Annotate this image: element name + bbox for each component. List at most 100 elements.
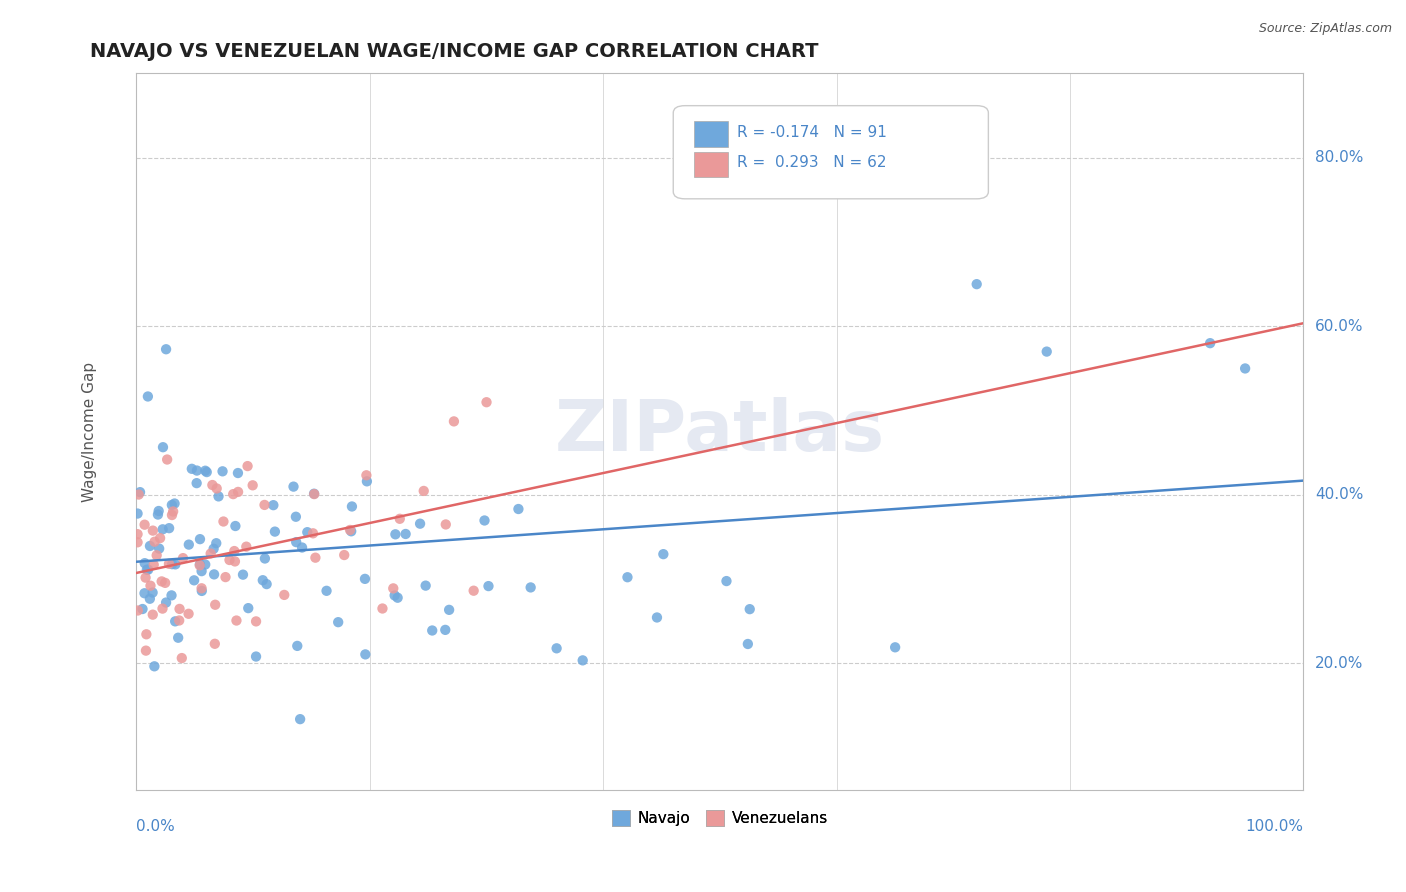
Point: [134, 517, 156, 532]
Point: [356, 475, 378, 489]
Point: [188, 558, 211, 573]
Point: [443, 414, 465, 428]
Point: [238, 601, 260, 615]
Point: [157, 557, 180, 571]
Point: [297, 525, 319, 540]
Point: [207, 490, 229, 504]
Point: [167, 614, 190, 628]
Point: [183, 574, 205, 588]
Point: [546, 641, 568, 656]
Point: [170, 651, 193, 665]
Point: [127, 535, 149, 549]
Point: [571, 653, 593, 667]
Point: [162, 504, 184, 518]
Point: [474, 514, 496, 528]
Point: [169, 602, 191, 616]
Point: [737, 637, 759, 651]
Point: [340, 500, 363, 514]
Point: [129, 485, 152, 500]
Point: [136, 563, 159, 577]
Point: [191, 583, 214, 598]
Text: R =  0.293   N = 62: R = 0.293 N = 62: [737, 155, 887, 170]
Point: [224, 544, 246, 558]
Point: [415, 579, 437, 593]
Text: Wage/Income Gap: Wage/Income Gap: [82, 361, 97, 501]
Text: 80.0%: 80.0%: [1315, 150, 1364, 165]
Point: [212, 515, 235, 529]
Point: [253, 551, 276, 566]
Point: [463, 583, 485, 598]
Point: [153, 575, 176, 590]
Point: [302, 526, 325, 541]
FancyBboxPatch shape: [673, 105, 988, 199]
Point: [200, 547, 222, 561]
Point: [142, 607, 165, 622]
Point: [190, 582, 212, 596]
Point: [148, 504, 170, 518]
Point: [262, 498, 284, 512]
Point: [284, 509, 307, 524]
Point: [302, 486, 325, 500]
Point: [387, 591, 409, 605]
Point: [304, 550, 326, 565]
Text: 100.0%: 100.0%: [1246, 819, 1303, 834]
Point: [738, 602, 761, 616]
Point: [155, 595, 177, 609]
Point: [333, 548, 356, 562]
Point: [160, 557, 183, 571]
Point: [235, 540, 257, 554]
Point: [652, 547, 675, 561]
Point: [382, 582, 405, 596]
Point: [160, 588, 183, 602]
Point: [201, 478, 224, 492]
Point: [152, 440, 174, 454]
Point: [188, 558, 211, 572]
Point: [1199, 336, 1222, 351]
Point: [152, 601, 174, 615]
Point: [214, 570, 236, 584]
Point: [204, 637, 226, 651]
Point: [127, 527, 149, 541]
Text: R = -0.174   N = 91: R = -0.174 N = 91: [737, 126, 887, 140]
Point: [135, 627, 157, 641]
Point: [142, 558, 165, 572]
Point: [186, 464, 208, 478]
Point: [236, 459, 259, 474]
Point: [148, 541, 170, 556]
Point: [616, 570, 638, 584]
Point: [135, 563, 157, 577]
Point: [142, 524, 165, 538]
Point: [134, 586, 156, 600]
Point: [966, 277, 988, 292]
Point: [134, 556, 156, 570]
Point: [291, 541, 314, 555]
Text: 60.0%: 60.0%: [1315, 318, 1364, 334]
Point: [180, 462, 202, 476]
Point: [224, 554, 246, 568]
Point: [150, 574, 173, 589]
Point: [160, 508, 183, 522]
Text: 0.0%: 0.0%: [136, 819, 176, 834]
Point: [139, 539, 162, 553]
Point: [519, 581, 541, 595]
Point: [177, 607, 200, 621]
Point: [172, 551, 194, 566]
Point: [139, 591, 162, 606]
Point: [155, 343, 177, 357]
Point: [202, 567, 225, 582]
Point: [371, 601, 394, 615]
Point: [160, 498, 183, 512]
Point: [222, 487, 245, 501]
Point: [145, 549, 167, 563]
Point: [508, 502, 530, 516]
Point: [245, 649, 267, 664]
Point: [152, 522, 174, 536]
Point: [204, 598, 226, 612]
Point: [146, 508, 169, 522]
Point: [273, 588, 295, 602]
Point: [194, 558, 217, 572]
Point: [288, 712, 311, 726]
Point: [384, 527, 406, 541]
Point: [165, 615, 187, 629]
Point: [190, 564, 212, 578]
